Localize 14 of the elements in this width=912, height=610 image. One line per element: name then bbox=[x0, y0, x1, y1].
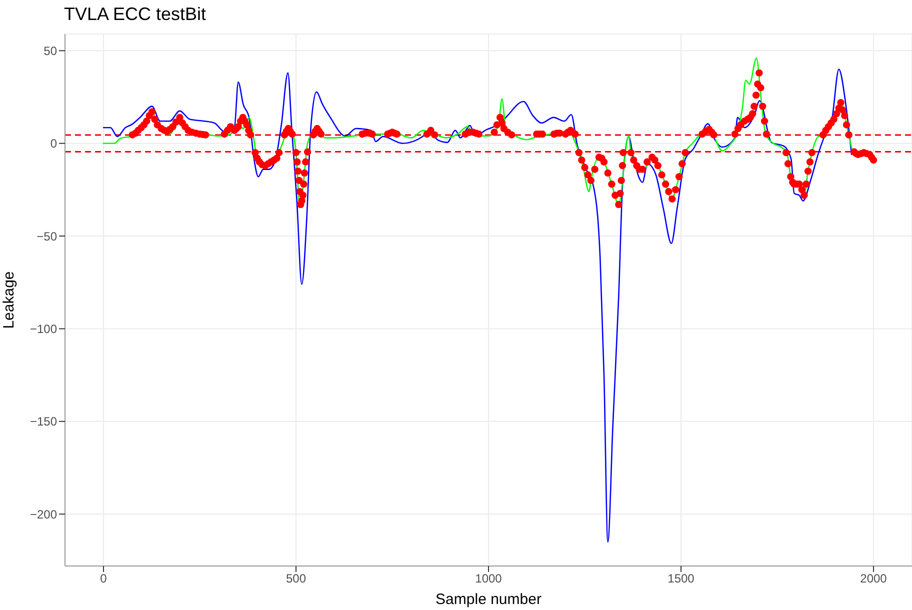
y-tick-label: −100 bbox=[30, 322, 58, 336]
x-axis-title: Sample number bbox=[436, 591, 542, 608]
y-axis-title: Leakage bbox=[0, 271, 18, 329]
y-tick-label: 0 bbox=[50, 136, 58, 151]
y-tick-label: −200 bbox=[30, 507, 58, 522]
x-tick-label: 2000 bbox=[860, 572, 888, 586]
x-tick-label: 500 bbox=[286, 572, 306, 586]
y-tick-label: −50 bbox=[36, 229, 58, 244]
x-tick-label: 0 bbox=[100, 572, 108, 586]
chart-title: TVLA ECC testBit bbox=[64, 4, 206, 25]
y-tick-label: 50 bbox=[44, 44, 58, 58]
x-tick-label: 1000 bbox=[475, 572, 502, 586]
x-tick-label: 1500 bbox=[668, 572, 695, 586]
y-tick-label: −150 bbox=[30, 414, 58, 429]
